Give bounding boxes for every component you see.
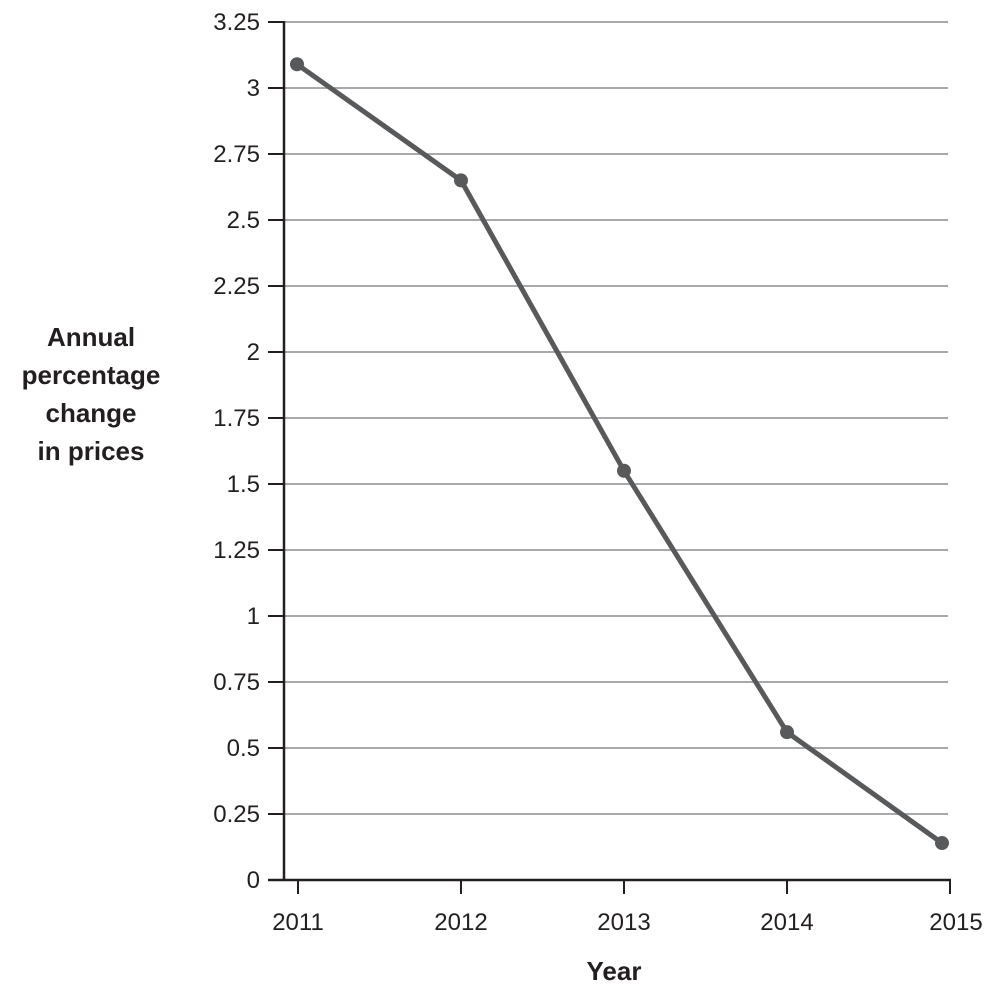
data-point-2011 <box>290 57 304 72</box>
data-point-2012 <box>454 173 468 188</box>
y-tick-label: 1.75 <box>213 405 260 432</box>
y-tick-label: 1 <box>247 603 260 630</box>
x-tick-label: 2011 <box>272 909 324 936</box>
gridlines <box>284 21 948 815</box>
x-tick-label: 2014 <box>760 909 813 936</box>
y-axis-title: Annual percentage change in prices <box>22 322 161 466</box>
y-tick-label: 2.25 <box>213 273 260 300</box>
y-axis-title-line: in prices <box>38 436 145 466</box>
y-axis-title-line: change <box>45 398 136 428</box>
y-tick-label: 0.25 <box>213 801 260 828</box>
y-tick-label: 0.5 <box>227 735 260 762</box>
y-tick-label: 0 <box>247 867 260 894</box>
y-axis-title-line: Annual <box>47 322 135 352</box>
x-axis-title: Year <box>587 956 642 986</box>
y-axis-title-line: percentage <box>22 360 161 390</box>
x-tick-label: 2012 <box>434 909 487 936</box>
y-tick-label: 3 <box>247 75 260 102</box>
y-tick-label: 2.5 <box>227 207 260 234</box>
y-tick-label: 1.5 <box>227 471 260 498</box>
y-tick-label: 0.75 <box>213 669 260 696</box>
y-tick-label: 3.25 <box>213 9 260 36</box>
series <box>290 57 949 851</box>
x-tick-label: 2015 <box>929 909 982 936</box>
y-tick-label: 1.25 <box>213 537 260 564</box>
x-tick-label: 2013 <box>597 909 650 936</box>
data-point-2014 <box>780 725 794 740</box>
axes <box>268 21 951 894</box>
y-tick-label: 2 <box>247 339 260 366</box>
data-point-2015 <box>935 836 949 851</box>
data-point-2013 <box>617 463 631 478</box>
tick-labels: 0 0.25 0.5 0.75 1 1.25 1.5 1.75 2 2.25 2.5 2.75 3 3.2… <box>213 9 982 936</box>
series-line <box>294 61 945 846</box>
y-tick-label: 2.75 <box>213 141 260 168</box>
axis-titles: Year Annual percentage change in prices <box>22 322 642 986</box>
